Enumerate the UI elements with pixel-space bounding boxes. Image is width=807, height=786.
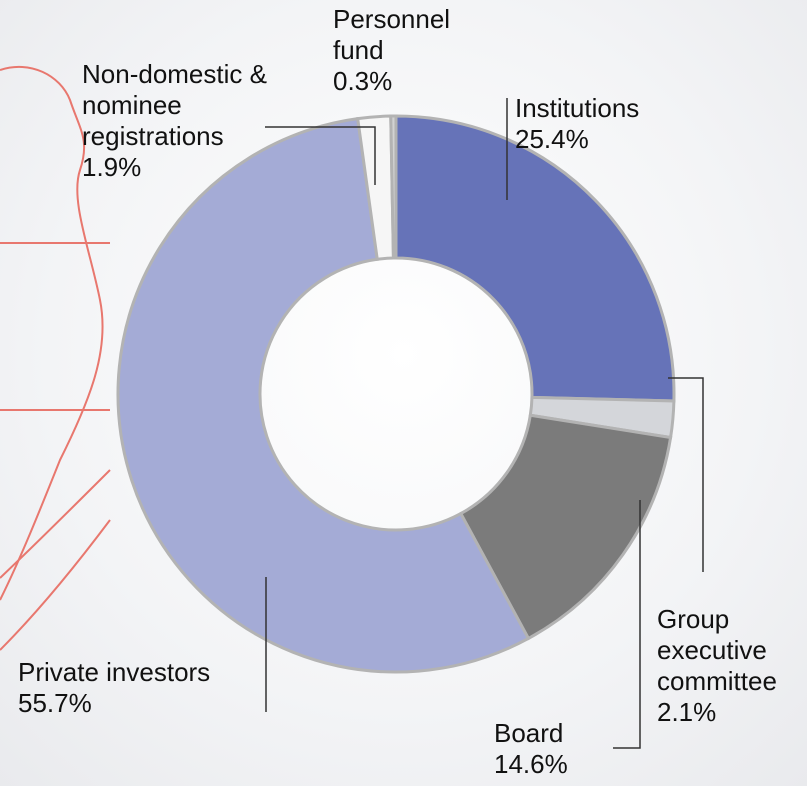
- donut: [116, 114, 676, 674]
- slice-label: Non-domestic & nominee registrations 1.9%: [82, 59, 267, 182]
- map-outline: [0, 65, 104, 601]
- background-map: [0, 65, 111, 651]
- leader-lines: [265, 98, 704, 749]
- map-lines: [0, 242, 111, 651]
- donut-slice: [394, 114, 676, 403]
- slice-label: Personnel fund 0.3%: [333, 4, 451, 96]
- slice-label: Board 14.6%: [494, 718, 568, 779]
- slice-label: Private investors 55.7%: [18, 657, 211, 718]
- donut-slice: [458, 413, 673, 641]
- leader-line: [668, 377, 704, 572]
- donut-slice: [389, 114, 398, 260]
- leader-line: [613, 500, 641, 749]
- leader-line: [265, 126, 376, 185]
- slice-label: Group executive committee 2.1%: [657, 604, 777, 727]
- slice-label: Institutions 25.4%: [515, 93, 640, 154]
